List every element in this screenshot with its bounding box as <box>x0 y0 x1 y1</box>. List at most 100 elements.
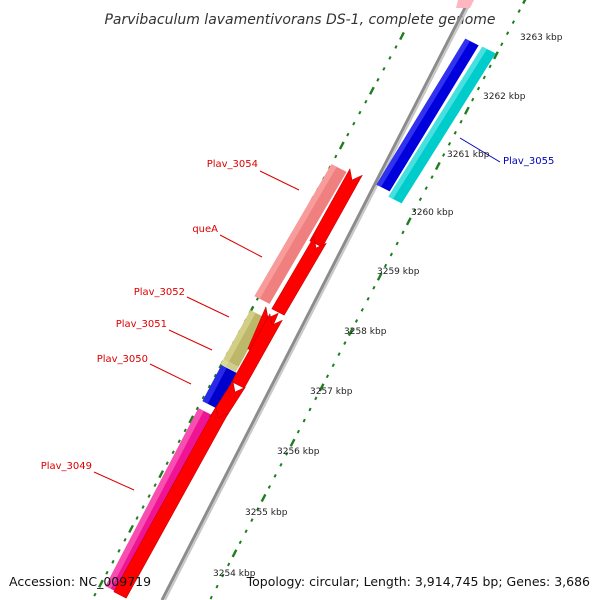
tick-mark <box>369 86 375 95</box>
tick-mark <box>459 119 463 124</box>
tick-mark <box>482 75 486 80</box>
tick-mark <box>209 595 213 600</box>
tick-mark <box>399 31 405 41</box>
tick-mark <box>207 384 211 389</box>
tick-mark <box>364 99 368 104</box>
gene-blue-left-bar <box>202 365 237 409</box>
gene-plav-3055-bar-highlight <box>388 46 487 199</box>
tick-mark <box>488 64 492 69</box>
tick-mark <box>430 175 434 179</box>
gene-plav-3052-bar-highlight <box>223 310 256 362</box>
backbone-shadow <box>164 0 473 600</box>
tick-mark <box>376 77 380 82</box>
tick-mark <box>93 592 97 597</box>
tick-mark <box>195 406 199 411</box>
tick-mark <box>183 428 187 433</box>
tick-mark <box>255 297 260 301</box>
gene-label-plav-3049: Plav_3049 <box>41 461 92 472</box>
tick-mark <box>314 396 318 401</box>
tick-mark <box>289 438 296 447</box>
kbp-label: 3258 kbp <box>344 327 387 337</box>
tick-mark <box>453 130 457 135</box>
gene-blue-right-bar <box>376 38 479 192</box>
tick-mark <box>493 51 499 60</box>
gene-features <box>105 0 496 599</box>
tick-mark <box>424 186 428 191</box>
leader-quea <box>219 234 263 258</box>
tick-mark <box>267 485 271 489</box>
tick-mark <box>517 9 521 13</box>
tick-mark <box>343 341 347 345</box>
cds-arrow-2 <box>271 236 327 316</box>
tick-mark <box>213 373 217 378</box>
tick-mark <box>135 516 139 520</box>
tick-mark <box>250 518 254 523</box>
gene-plav-3052-bar <box>223 310 266 367</box>
tick-mark <box>337 352 341 357</box>
tick-mark <box>147 494 151 498</box>
kbp-labels: 3254 kbp 3255 kbp 3256 kbp 3257 kbp 3258 kbp… <box>213 33 563 579</box>
tick-mark <box>123 538 127 542</box>
tick-mark <box>165 461 169 466</box>
leader-plav-3050 <box>149 363 192 385</box>
tick-mark <box>372 285 376 290</box>
tick-mark <box>418 197 423 202</box>
gene-labels: Plav_3054 queA Plav_3052 Plav_3051 Plav_3050… <box>41 156 555 472</box>
tick-mark <box>302 418 306 423</box>
leader-plav-3052 <box>186 296 230 318</box>
tick-mark <box>360 308 364 312</box>
tick-mark <box>471 97 475 102</box>
tick-mark <box>389 252 393 257</box>
tick-mark <box>346 132 350 137</box>
tick-mark <box>201 395 205 400</box>
kbp-label: 3254 kbp <box>213 569 256 579</box>
gene-plav-3054-bar <box>254 164 347 304</box>
tick-mark <box>511 20 515 25</box>
tick-mark <box>153 483 157 488</box>
accession-label: Accession: NC_009719 <box>9 574 152 589</box>
tick-mark <box>352 121 356 126</box>
gene-label-plav-3055: Plav_3055 <box>503 156 554 167</box>
gene-plav-3049-bar-highlight <box>105 408 204 589</box>
tick-mark <box>215 584 219 589</box>
tick-mark <box>331 363 335 368</box>
leader-plav-3049 <box>93 471 135 491</box>
tick-mark <box>105 570 109 575</box>
cds-arrow-6 <box>113 406 229 599</box>
tick-mark <box>366 296 370 301</box>
tick-mark <box>227 562 231 567</box>
tick-mark <box>388 56 392 60</box>
backbone-line <box>160 0 471 600</box>
tick-mark <box>171 450 175 455</box>
tick-mark <box>447 141 452 146</box>
tick-mark <box>177 439 181 444</box>
tick-mark <box>260 493 267 503</box>
tick-mark <box>279 462 283 467</box>
leader-plav-3054 <box>259 170 300 191</box>
tick-mark <box>158 470 165 479</box>
gene-label-quea: queA <box>192 224 218 235</box>
tick-mark <box>296 429 301 434</box>
kbp-label: 3257 kbp <box>310 387 353 397</box>
gene-plav-3050-gap-highlight <box>220 359 229 367</box>
tick-mark <box>434 161 441 171</box>
tick-mark <box>98 579 104 588</box>
tick-mark <box>188 415 195 424</box>
tick-mark <box>358 110 362 115</box>
gene-plav-3055-bar <box>388 46 496 204</box>
tick-mark <box>412 208 417 213</box>
tick-mark <box>117 548 121 553</box>
tick-mark <box>238 540 242 545</box>
tick-mark <box>308 407 312 412</box>
tick-mark <box>476 86 481 91</box>
tick-mark <box>382 66 386 71</box>
genome-backbone <box>160 0 473 600</box>
label-leader-lines <box>93 137 501 491</box>
tick-mark <box>221 573 225 578</box>
leader-plav-3051 <box>168 329 213 351</box>
tick-mark <box>128 524 134 534</box>
tick-mark <box>141 505 145 509</box>
tick-mark <box>442 153 446 157</box>
gene-label-plav-3052: Plav_3052 <box>134 287 185 298</box>
